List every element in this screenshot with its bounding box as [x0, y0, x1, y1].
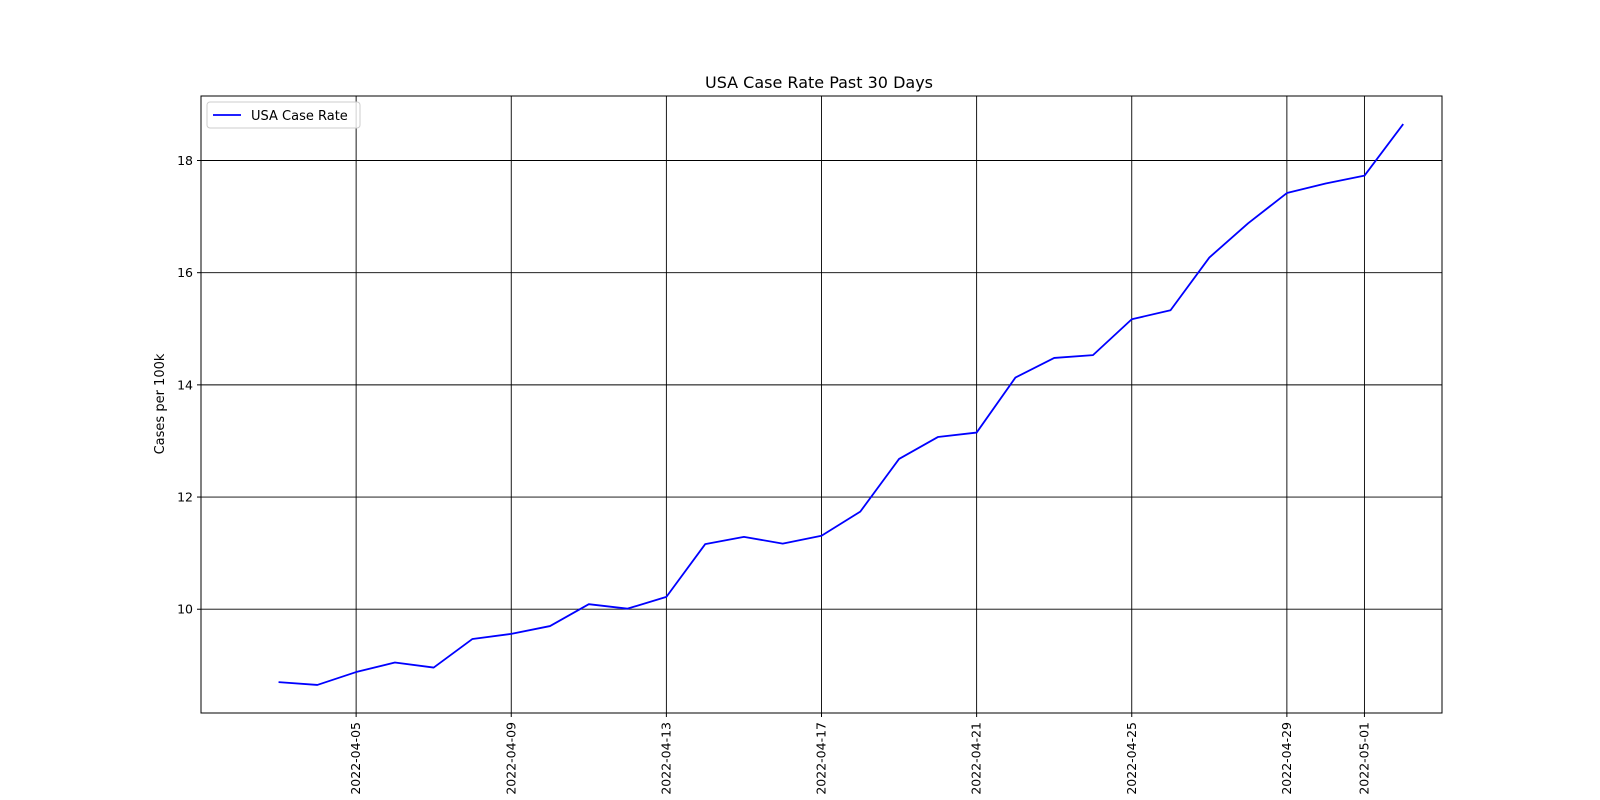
axis-ticks: 2022-04-05 2022-04-09 2022-04-13 2022-04-17… [177, 153, 1371, 795]
legend-box [206, 101, 361, 129]
data-point [625, 606, 630, 611]
data-point [392, 660, 397, 665]
legend-label: USA Case Rate [251, 109, 348, 124]
data-point [935, 435, 940, 440]
data-point [780, 541, 785, 546]
plot-area-frame [200, 95, 1443, 714]
data-point [354, 670, 359, 675]
data-point [276, 680, 281, 685]
y-tick-label: 16 [177, 265, 193, 280]
x-tick-label: 2022-04-09 [503, 722, 518, 795]
chart-title: USA Case Rate Past 30 Days [705, 73, 933, 92]
series-line [278, 123, 1404, 686]
data-point [1090, 353, 1095, 358]
series-layer [276, 122, 1406, 687]
x-tick-label: 2022-04-21 [969, 722, 984, 795]
data-point [1284, 191, 1289, 196]
data-point [897, 456, 902, 461]
data-point [664, 594, 669, 599]
data-point [741, 534, 746, 539]
data-point [1246, 221, 1251, 226]
x-tick-label: 2022-04-25 [1124, 722, 1139, 795]
y-tick-label: 12 [177, 490, 193, 505]
data-point [586, 602, 591, 607]
legend: USA Case Rate [206, 101, 361, 129]
data-point [1129, 317, 1134, 322]
data-point [1362, 173, 1367, 178]
data-point [819, 533, 824, 538]
data-point [1401, 122, 1406, 127]
data-point [858, 509, 863, 514]
y-axis-label: Cases per 100k [153, 353, 168, 454]
x-tick-label: 2022-04-05 [348, 722, 363, 795]
x-tick-label: 2022-04-13 [658, 722, 673, 795]
data-point [1052, 355, 1057, 360]
grid [201, 96, 1442, 713]
data-point [1013, 375, 1018, 380]
y-tick-label: 10 [177, 602, 193, 617]
data-point [509, 631, 514, 636]
data-point [431, 665, 436, 670]
data-point [1207, 255, 1212, 260]
data-point [548, 624, 553, 629]
data-point [974, 430, 979, 435]
data-point [470, 636, 475, 641]
x-tick-label: 2022-04-29 [1279, 722, 1294, 795]
y-tick-label: 14 [177, 377, 193, 392]
data-point [315, 682, 320, 687]
data-point [703, 542, 708, 547]
data-point [1323, 181, 1328, 186]
x-tick-label: 2022-04-17 [814, 722, 829, 795]
data-point [1168, 308, 1173, 313]
x-tick-label: 2022-05-01 [1356, 722, 1371, 795]
y-tick-label: 18 [177, 153, 193, 168]
